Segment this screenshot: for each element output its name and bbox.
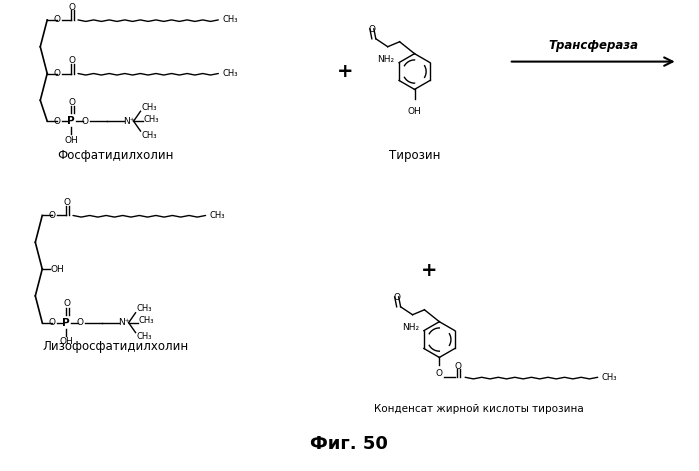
Text: CH₃: CH₃ — [222, 16, 238, 24]
Text: CH₃: CH₃ — [136, 332, 152, 341]
Text: O: O — [64, 198, 71, 207]
Text: +: + — [421, 260, 438, 280]
Text: O: O — [82, 117, 89, 126]
Text: +: + — [337, 62, 353, 81]
Text: O: O — [49, 318, 56, 327]
Text: O: O — [436, 369, 443, 378]
Text: O: O — [54, 117, 61, 126]
Text: P: P — [62, 317, 70, 328]
Text: OH: OH — [64, 136, 78, 145]
Text: NH₂: NH₂ — [377, 55, 394, 64]
Text: O: O — [69, 56, 75, 65]
Text: Трансфераза: Трансфераза — [548, 39, 638, 52]
Text: OH: OH — [408, 107, 421, 116]
Text: O: O — [76, 318, 83, 327]
Text: P: P — [67, 116, 75, 126]
Text: Фиг. 50: Фиг. 50 — [310, 435, 388, 453]
Text: CH₃: CH₃ — [222, 69, 238, 78]
Text: CH₃: CH₃ — [143, 114, 159, 124]
Text: OH: OH — [50, 265, 64, 274]
Text: CH₃: CH₃ — [141, 103, 157, 112]
Text: Лизофосфатидилхолин: Лизофосфатидилхолин — [42, 340, 188, 353]
Text: Тирозин: Тирозин — [389, 149, 440, 162]
Text: N⁺: N⁺ — [123, 117, 134, 126]
Text: CH₃: CH₃ — [136, 304, 152, 313]
Text: N⁺: N⁺ — [118, 318, 129, 327]
Text: CH₃: CH₃ — [210, 211, 225, 220]
Text: O: O — [49, 211, 56, 220]
Text: O: O — [368, 25, 375, 34]
Text: Конденсат жирной кислоты тирозина: Конденсат жирной кислоты тирозина — [374, 404, 584, 414]
Text: OH: OH — [59, 337, 73, 346]
Text: O: O — [54, 69, 61, 78]
Text: Фосфатидилхолин: Фосфатидилхолин — [57, 149, 173, 162]
Text: O: O — [69, 98, 75, 107]
Text: O: O — [54, 16, 61, 24]
Text: NH₂: NH₂ — [402, 323, 419, 332]
Text: CH₃: CH₃ — [141, 130, 157, 139]
Text: CH₃: CH₃ — [602, 373, 617, 382]
Text: O: O — [64, 300, 71, 309]
Text: O: O — [393, 293, 400, 302]
Text: CH₃: CH₃ — [138, 316, 154, 325]
Text: O: O — [455, 362, 462, 371]
Text: O: O — [69, 2, 75, 11]
